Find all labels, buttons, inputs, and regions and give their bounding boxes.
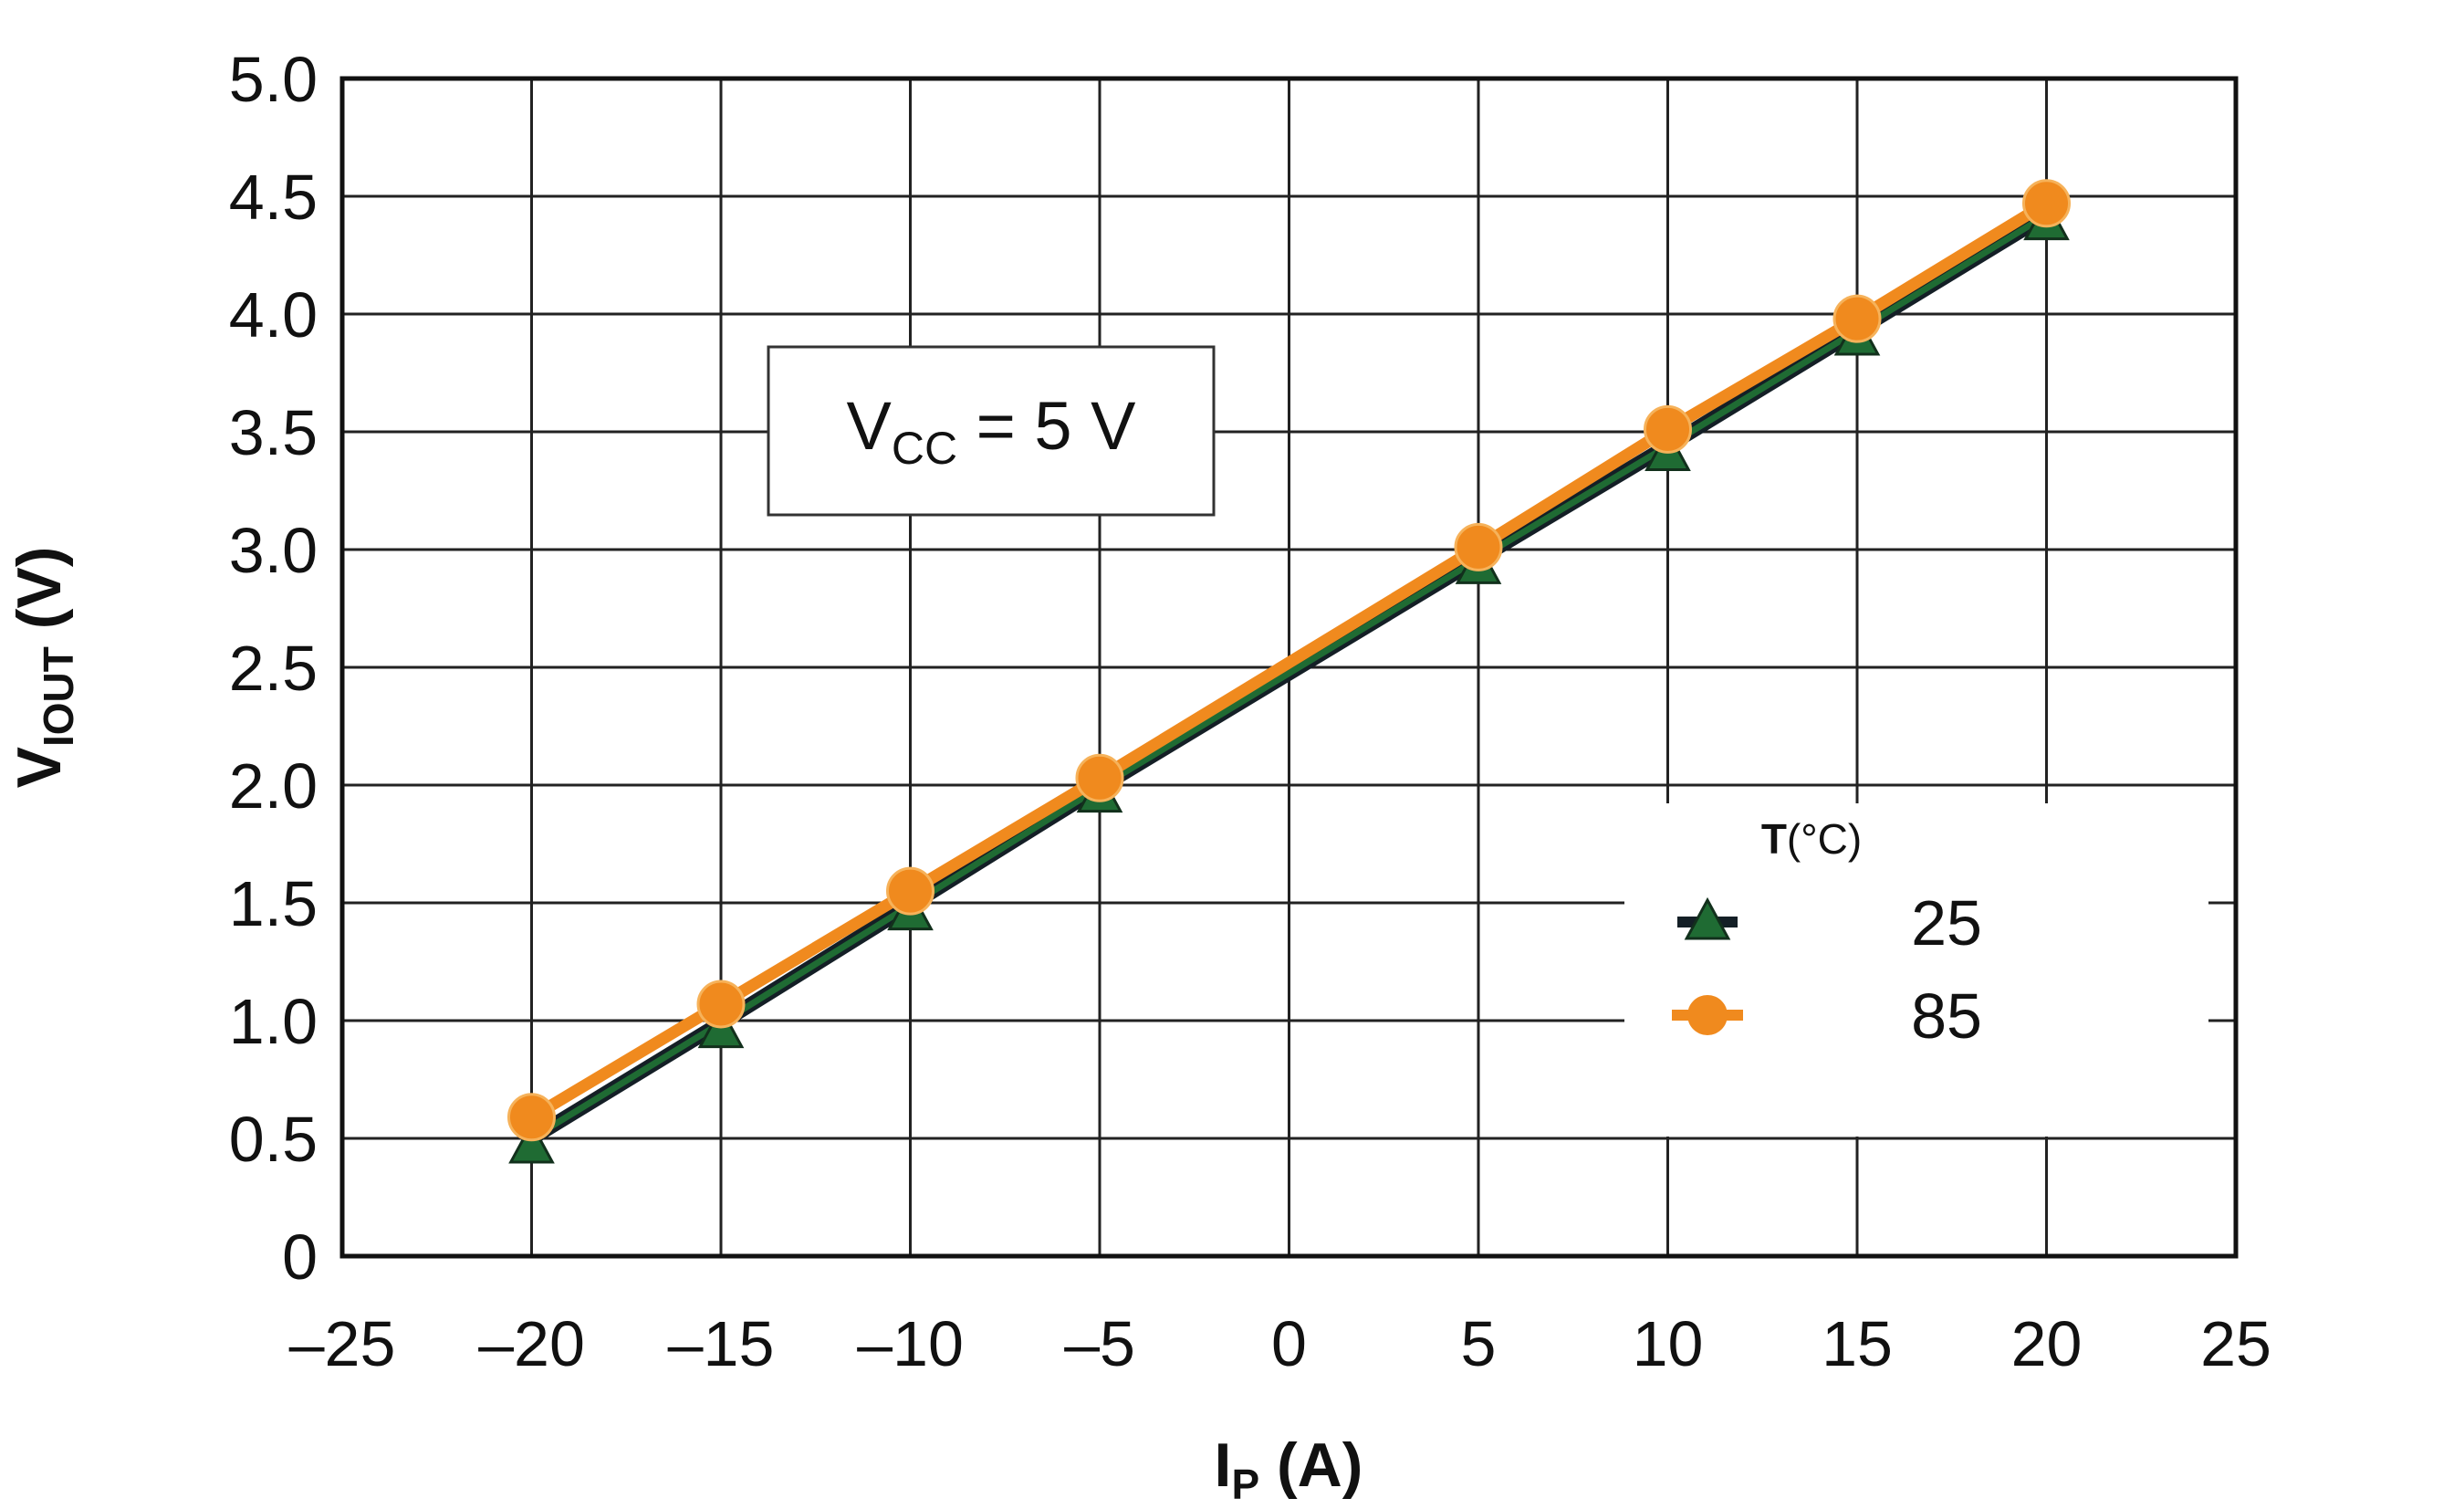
marker-85 bbox=[1075, 753, 1124, 802]
legend-marker-25 bbox=[1684, 896, 1731, 940]
legend-title: T(°C) bbox=[1761, 815, 1862, 863]
series-line-25 bbox=[529, 212, 2049, 1141]
y-tick-label: 2.5 bbox=[229, 633, 318, 704]
legend-title-unit: (°C) bbox=[1787, 815, 1862, 863]
legend-label-25: 25 bbox=[1911, 887, 1982, 959]
vcc-sub: CC bbox=[892, 423, 957, 474]
y-axis-title-unit: (V) bbox=[5, 547, 74, 647]
y-tick-label: 0 bbox=[282, 1221, 318, 1293]
series-line-85 bbox=[528, 198, 2050, 1123]
vcc-annotation-box bbox=[767, 345, 1216, 517]
x-tick-label: –10 bbox=[857, 1308, 964, 1379]
vcc-annotation: VCC = 5 V bbox=[767, 345, 1216, 517]
x-tick-label: 25 bbox=[2200, 1308, 2271, 1379]
legend-title-main: T bbox=[1761, 815, 1787, 863]
vcc-main: V bbox=[847, 388, 893, 464]
y-tick-label: 0.5 bbox=[229, 1104, 318, 1175]
series-markers bbox=[507, 179, 2071, 1164]
y-tick-label: 4.5 bbox=[229, 162, 318, 233]
x-tick-label: 15 bbox=[1822, 1308, 1893, 1379]
x-tick-label: 20 bbox=[2011, 1308, 2083, 1379]
series-lines bbox=[527, 198, 2051, 1145]
y-tick-label: 3.0 bbox=[229, 515, 318, 586]
vcc-rest: = 5 V bbox=[957, 388, 1136, 464]
marker-85 bbox=[507, 1093, 556, 1142]
x-tick-label: 5 bbox=[1461, 1308, 1497, 1379]
plot-frame bbox=[339, 76, 2239, 1259]
x-axis-title-main: I bbox=[1215, 1430, 1232, 1500]
marker-85 bbox=[696, 980, 746, 1029]
x-axis-title: IP (A) bbox=[1215, 1430, 1363, 1508]
x-axis-title-unit: (A) bbox=[1259, 1430, 1363, 1500]
y-axis-title-sub: IOUT bbox=[35, 646, 82, 747]
x-tick-label: –15 bbox=[668, 1308, 775, 1379]
legend-background bbox=[1624, 803, 2208, 1137]
y-tick-label: 1.5 bbox=[229, 868, 318, 939]
x-tick-label: 10 bbox=[1633, 1308, 1704, 1379]
vcc-annotation-text: VCC = 5 V bbox=[847, 388, 1137, 474]
x-tick-label: 0 bbox=[1271, 1308, 1307, 1379]
x-axis-title-sub: P bbox=[1231, 1461, 1259, 1508]
legend-label-85: 85 bbox=[1911, 980, 1982, 1052]
y-tick-label: 5.0 bbox=[229, 44, 318, 115]
x-tick-label: –20 bbox=[478, 1308, 585, 1379]
y-tick-label: 3.5 bbox=[229, 397, 318, 468]
marker-85 bbox=[1644, 404, 1692, 454]
marker-85 bbox=[2022, 179, 2071, 228]
y-axis-title-main: V bbox=[5, 747, 74, 788]
marker-25 bbox=[508, 1120, 555, 1164]
x-tick-labels: –25 –20 –15 –10 –5 0 5 10 15 20 25 bbox=[289, 1308, 2271, 1379]
marker-85 bbox=[1454, 522, 1503, 571]
marker-85 bbox=[886, 866, 934, 916]
y-tick-label: 2.0 bbox=[229, 750, 318, 822]
y-tick-label: 4.0 bbox=[229, 279, 318, 351]
y-axis-title: VIOUT (V) bbox=[5, 547, 82, 789]
y-tick-label: 1.0 bbox=[229, 986, 318, 1057]
marker-85 bbox=[1832, 294, 1882, 343]
x-tick-label: –5 bbox=[1064, 1308, 1135, 1379]
x-tick-label: –25 bbox=[289, 1308, 396, 1379]
legend-marker-85 bbox=[1687, 995, 1728, 1035]
y-tick-labels: 0 0.5 1.0 1.5 2.0 2.5 3.0 3.5 4.0 4.5 5.0 bbox=[229, 44, 318, 1293]
